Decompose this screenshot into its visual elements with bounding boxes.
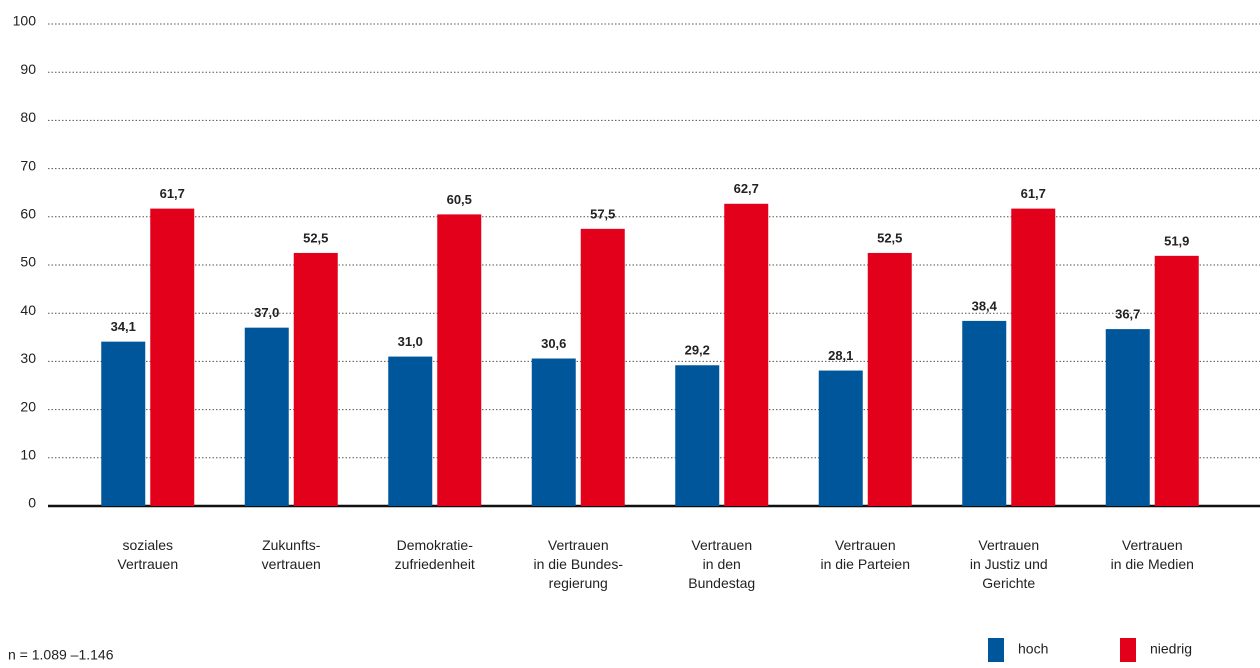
x-tick-label-line: vertrauen — [262, 556, 321, 572]
bar — [531, 358, 576, 506]
y-tick-label: 30 — [20, 350, 36, 366]
x-tick-label-line: in Justiz und — [970, 556, 1048, 572]
y-tick-label: 70 — [20, 157, 36, 173]
x-tick-label-line: in die Parteien — [820, 556, 910, 572]
bar — [962, 320, 1007, 506]
bar — [675, 365, 720, 506]
x-tick-label-line: regierung — [549, 575, 608, 591]
value-label: 28,1 — [828, 348, 853, 363]
y-tick-label: 80 — [20, 109, 36, 125]
bar — [293, 252, 338, 506]
x-tick-label-line: soziales — [122, 537, 173, 553]
bar — [244, 327, 289, 506]
value-label: 34,1 — [111, 319, 136, 334]
bar — [150, 208, 195, 506]
value-label: 52,5 — [877, 230, 902, 245]
x-tick-label: soziales Vertrauen — [117, 537, 178, 572]
y-tick-label: 60 — [20, 206, 36, 222]
y-tick-label: 90 — [20, 61, 36, 77]
value-label: 60,5 — [447, 192, 472, 207]
x-tick-label: Vertrauen in Justiz und Gerichte — [970, 537, 1048, 591]
value-label: 38,4 — [972, 298, 998, 313]
x-tick-label-line: zufriedenheit — [395, 556, 475, 572]
value-label: 30,6 — [541, 336, 566, 351]
y-tick-label: 100 — [13, 13, 37, 29]
x-tick-label: Vertrauen in die Bundes-regierung — [533, 537, 623, 591]
value-label: 62,7 — [734, 181, 759, 196]
x-tick-label-line: Demokratie- — [397, 537, 474, 553]
y-tick-label: 0 — [28, 495, 36, 511]
y-tick-label: 50 — [20, 254, 36, 270]
bar — [388, 356, 433, 506]
x-tick-label-line: in die Bundes- — [533, 556, 623, 572]
bar — [818, 370, 863, 506]
x-tick-label-line: Gerichte — [982, 575, 1035, 591]
x-tick-label-line: Vertrauen — [691, 537, 752, 553]
value-label: 61,7 — [160, 186, 185, 201]
x-tick-label: Demokratie-zufriedenheit — [395, 537, 475, 572]
value-label: 36,7 — [1115, 307, 1140, 322]
bar — [1154, 255, 1199, 506]
x-tick-label-line: Vertrauen — [1122, 537, 1183, 553]
x-tick-label-line: Vertrauen — [978, 537, 1039, 553]
legend-swatch — [988, 638, 1004, 662]
x-tick-label-line: Zukunfts- — [262, 537, 321, 553]
x-tick-label: Vertrauen in die Medien — [1111, 537, 1194, 572]
legend-swatch — [1120, 638, 1136, 662]
value-label: 31,0 — [398, 334, 423, 349]
legend-label: niedrig — [1150, 641, 1192, 657]
bar — [101, 341, 146, 506]
x-tick-label: Vertrauen in die Parteien — [820, 537, 910, 572]
x-tick-label: Zukunfts-vertrauen — [262, 537, 321, 572]
x-tick-label: Vertrauen in den Bundestag — [688, 537, 755, 591]
value-label: 57,5 — [590, 206, 615, 221]
x-tick-label-line: in den — [703, 556, 741, 572]
value-label: 51,9 — [1164, 233, 1189, 248]
bar — [437, 214, 482, 506]
x-tick-label-line: Vertrauen — [117, 556, 178, 572]
x-tick-label-line: in die Medien — [1111, 556, 1194, 572]
value-label: 52,5 — [303, 230, 328, 245]
bar — [724, 203, 769, 506]
value-label: 61,7 — [1021, 186, 1046, 201]
x-tick-label-line: Bundestag — [688, 575, 755, 591]
bar — [867, 252, 912, 506]
x-tick-label-line: Vertrauen — [835, 537, 896, 553]
bar — [1011, 208, 1056, 506]
legend-label: hoch — [1018, 641, 1048, 657]
note: n = 1.089 –1.146 — [8, 647, 114, 663]
y-tick-label: 40 — [20, 302, 36, 318]
value-label: 29,2 — [685, 343, 710, 358]
y-tick-label: 20 — [20, 398, 36, 414]
x-tick-label-line: Vertrauen — [548, 537, 609, 553]
bar — [1105, 329, 1150, 506]
value-label: 37,0 — [254, 305, 279, 320]
bar — [580, 228, 625, 506]
y-tick-label: 10 — [20, 447, 36, 463]
